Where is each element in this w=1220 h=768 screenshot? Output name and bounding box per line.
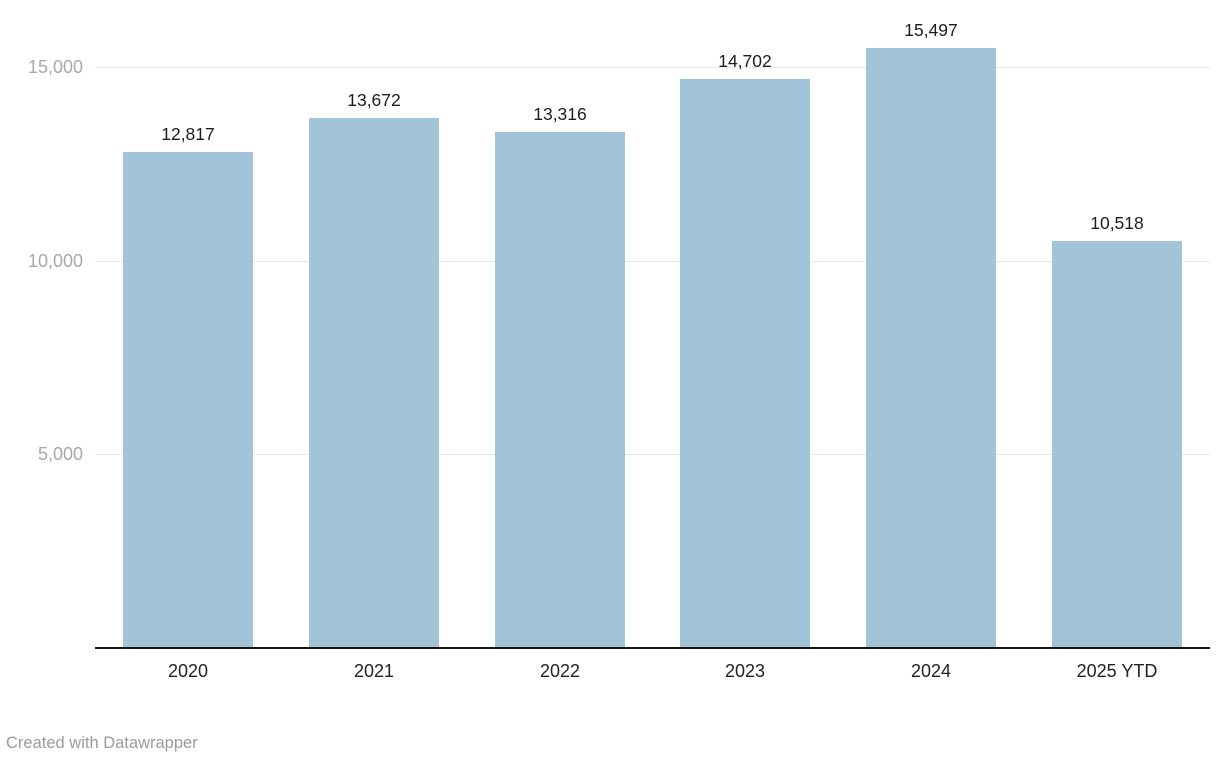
y-gridline [95,261,1210,262]
bar-value-label: 10,518 [1090,213,1144,233]
x-axis-tick-label: 2022 [539,661,581,681]
x-axis-tick-label: 2023 [724,661,766,681]
x-axis-tick-label: 2020 [167,661,209,681]
bar-2023 [680,79,810,648]
x-axis-tick-label: 2025 YTD [1076,661,1158,681]
y-gridline [95,454,1210,455]
bar-2022 [495,132,625,648]
bar-value-label: 12,817 [161,124,215,144]
y-gridline [95,67,1210,68]
bar-2025 YTD [1052,241,1182,648]
x-axis-tick-label: 2021 [353,661,395,681]
y-axis-tick-label: 15,000 [27,57,83,77]
bar-value-label: 13,316 [533,104,587,124]
bar-2024 [866,48,996,648]
bar-value-label: 14,702 [718,51,772,71]
x-axis-line [95,647,1210,649]
bar-value-label: 13,672 [347,90,401,110]
y-axis-tick-label: 10,000 [27,251,83,271]
x-axis-tick-label: 2024 [910,661,952,681]
datawrapper-credit-link[interactable]: Created with Datawrapper [6,734,198,752]
bar-2020 [123,152,253,648]
bar-value-label: 15,497 [904,20,958,40]
y-axis-tick-label: 5,000 [37,444,83,464]
bar-2021 [309,118,439,648]
